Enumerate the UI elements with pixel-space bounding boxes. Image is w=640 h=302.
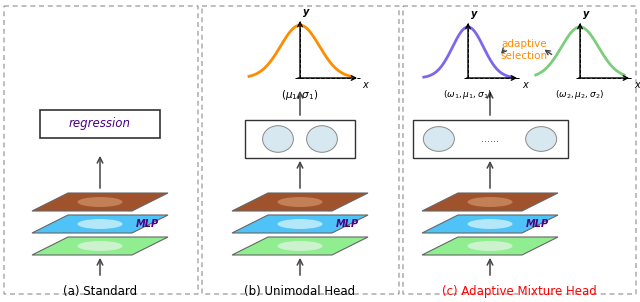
Ellipse shape [467,241,513,251]
Text: (a) Standard: (a) Standard [63,285,137,298]
Polygon shape [422,215,558,233]
Polygon shape [422,193,558,211]
Ellipse shape [423,127,454,151]
Ellipse shape [525,127,557,151]
Text: MLP: MLP [136,219,159,229]
Text: $(\omega_2, \mu_2, \sigma_2)$: $(\omega_2, \mu_2, \sigma_2)$ [556,88,605,101]
Ellipse shape [278,219,323,229]
Polygon shape [232,237,368,255]
Text: y: y [583,9,589,19]
Text: ......: ...... [481,134,499,144]
Ellipse shape [467,197,513,207]
Polygon shape [232,193,368,211]
Text: y: y [471,9,477,19]
Text: adaptive
selection: adaptive selection [500,39,548,61]
Text: $(\mu_1, \sigma_1)$: $(\mu_1, \sigma_1)$ [281,88,319,102]
Polygon shape [32,193,168,211]
Text: MLP: MLP [336,219,359,229]
Ellipse shape [262,126,293,152]
Text: MLP: MLP [526,219,549,229]
Ellipse shape [278,241,323,251]
Text: x: x [634,80,640,90]
Text: regression: regression [69,117,131,130]
Text: (b) Unimodal Head: (b) Unimodal Head [244,285,356,298]
Text: $(\omega_1, \mu_1, \sigma_1)$: $(\omega_1, \mu_1, \sigma_1)$ [444,88,493,101]
Ellipse shape [307,126,337,152]
Text: x: x [362,80,368,90]
Polygon shape [32,237,168,255]
Polygon shape [232,215,368,233]
Ellipse shape [467,219,513,229]
Bar [413,120,568,158]
Text: x: x [522,80,528,90]
Polygon shape [32,215,168,233]
Text: y: y [303,7,309,17]
Bar [40,110,160,138]
Ellipse shape [77,197,122,207]
Ellipse shape [77,219,122,229]
Polygon shape [422,237,558,255]
Ellipse shape [278,197,323,207]
Text: (c) Adaptive Mixture Head: (c) Adaptive Mixture Head [442,285,596,298]
Bar [245,120,355,158]
Ellipse shape [77,241,122,251]
